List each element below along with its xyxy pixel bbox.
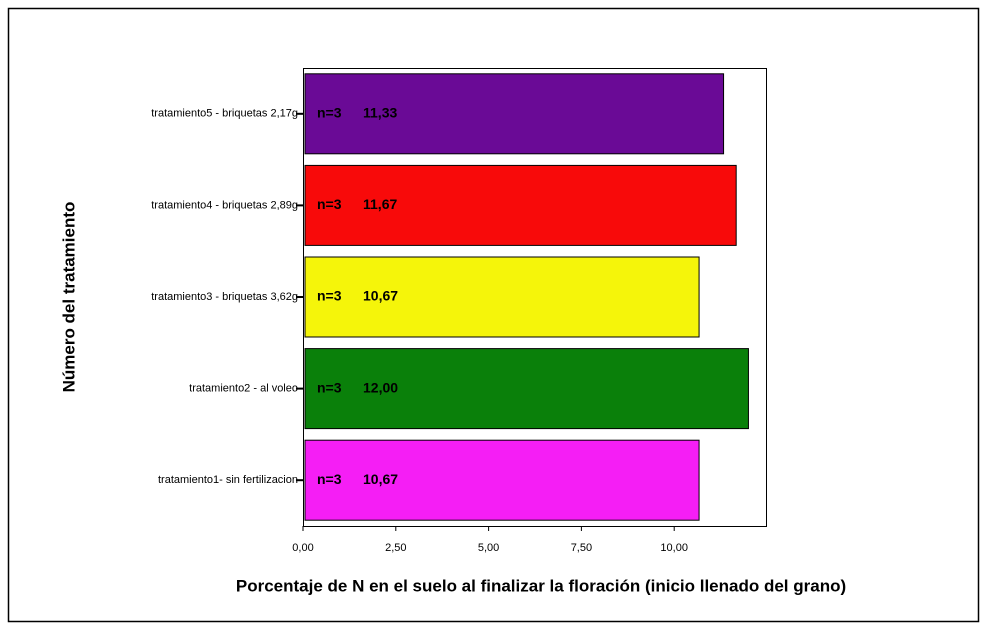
x-tick-label: 7,50 [571, 542, 592, 554]
outer-frame [7, 7, 980, 623]
n-label: n=3 [317, 196, 342, 212]
x-tick-label: 2,50 [385, 542, 406, 554]
y-axis-label: Número del tratamiento [59, 202, 78, 393]
bar [304, 73, 725, 155]
y-tick-label: tratamiento3 - briquetas 3,62g [151, 291, 298, 303]
value-label: 11,33 [363, 105, 397, 121]
value-label: 12,00 [363, 379, 398, 395]
x-axis-label: Porcentaje de N en el suelo al finalizar… [236, 576, 846, 595]
y-tick-label: tratamiento5 - briquetas 2,17g [151, 108, 298, 120]
plot-frame [303, 68, 767, 527]
value-label: 10,67 [363, 471, 398, 487]
bar [304, 256, 700, 338]
bar [304, 164, 737, 246]
bar [304, 439, 700, 521]
y-tick-label: tratamiento4 - briquetas 2,89g [151, 199, 298, 211]
value-label: 11,67 [363, 196, 397, 212]
n-label: n=3 [317, 105, 342, 121]
y-tick-label: tratamiento2 - al voleo [189, 383, 298, 395]
n-label: n=3 [317, 471, 342, 487]
bar [304, 348, 749, 430]
x-tick-label: 0,00 [292, 542, 313, 554]
x-tick-label: 5,00 [478, 542, 499, 554]
x-tick-label: 10,00 [660, 542, 688, 554]
n-label: n=3 [317, 288, 342, 304]
y-tick-label: tratamiento1- sin fertilizacion [158, 474, 298, 486]
n-label: n=3 [317, 379, 342, 395]
value-label: 10,67 [363, 288, 398, 304]
